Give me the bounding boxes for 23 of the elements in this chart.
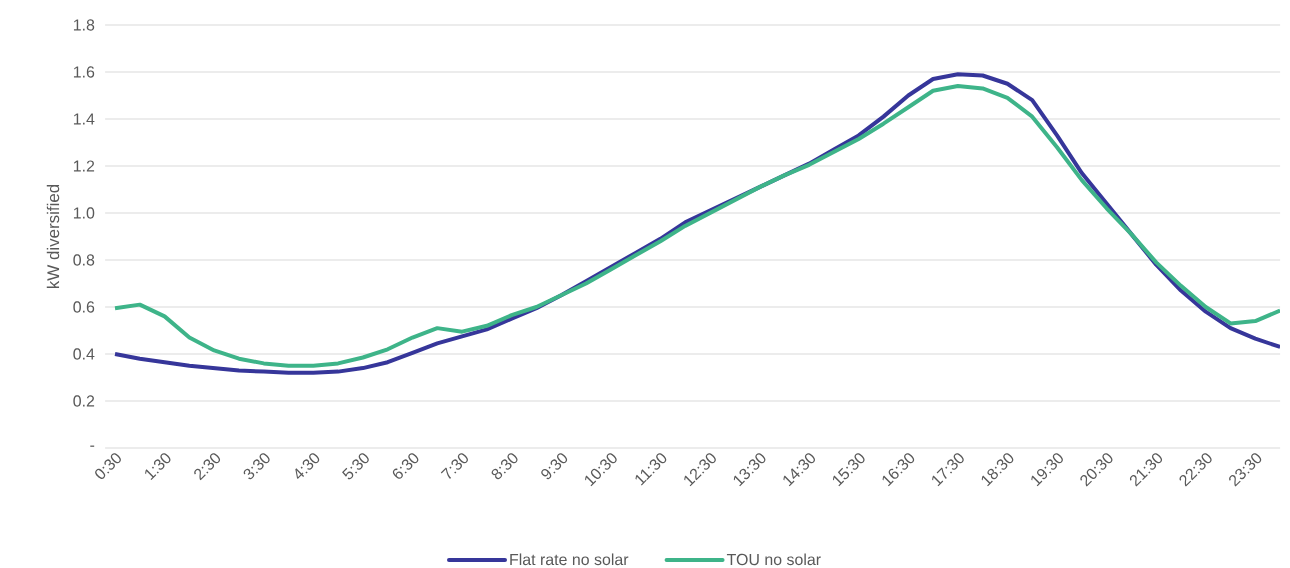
y-tick-label: 1.6 [73, 66, 95, 78]
y-tick-label: 1.2 [73, 160, 95, 172]
y-tick-label: 1.0 [73, 207, 95, 219]
x-tick-label: 4:30 [295, 453, 320, 479]
y-tick-label: 1.8 [73, 19, 95, 31]
legend-label: Flat rate no solar [510, 553, 629, 566]
x-tick-label: 8:30 [491, 453, 518, 480]
y-tick-label: - [90, 445, 95, 447]
x-tick-label: 1:30 [145, 453, 171, 481]
y-tick-label: 0.4 [73, 348, 95, 360]
x-tick-label: 3:30 [243, 453, 270, 480]
y-tick-label: 1.4 [73, 113, 95, 125]
x-tick-label: 0:30 [95, 453, 121, 479]
y-tick-label: 0.8 [73, 254, 95, 266]
x-tick-label: 6:30 [392, 453, 419, 479]
x-tick-label: 2:30 [194, 453, 221, 481]
legend-label: TOU no solar [726, 553, 821, 566]
x-tick-label: 7:30 [440, 453, 468, 479]
x-tick-label: 5:30 [342, 453, 369, 480]
y-axis-title: kW diversified [46, 184, 60, 289]
y-tick-label: 0.6 [73, 301, 95, 313]
x-tick-label: 9:30 [541, 453, 568, 480]
y-tick-label: 0.2 [73, 395, 95, 407]
